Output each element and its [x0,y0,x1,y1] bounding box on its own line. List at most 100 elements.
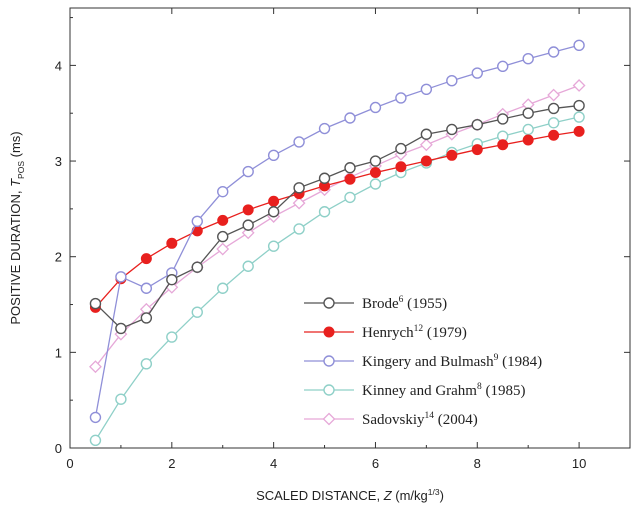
data-point-kingery-and-bulmash [293,136,305,148]
data-point-henrych [420,155,432,167]
x-axis-label-unit-close: ) [440,488,444,503]
data-point-henrych [217,214,229,226]
x-tick-label: 4 [270,456,277,471]
data-point-sadovskiy [572,79,586,92]
legend-item-sadovskiy: Sadovskiy14 (2004) [304,411,478,428]
data-point-henrych [522,134,534,146]
data-point-brode [115,322,127,335]
data-point-sadovskiy [292,196,306,210]
data-point-sadovskiy [89,360,102,374]
data-point-kingery-and-bulmash [573,39,585,52]
data-point-brode [89,297,102,310]
series-henrych [89,125,585,313]
legend-name: Henrych [362,325,414,341]
legend-label: Sadovskiy14 (2004) [362,411,478,428]
legend-year: (1985) [482,383,526,399]
legend-item-kingery-and-bulmash: Kingery and Bulmash9 (1984) [304,353,542,370]
data-point-brode [191,261,203,273]
y-tick-label: 1 [55,345,62,360]
legend-label: Kingery and Bulmash9 (1984) [362,353,542,370]
data-point-kingery-and-bulmash [497,60,509,73]
data-point-kingery-and-bulmash [217,185,229,198]
x-axis-label: SCALED DISTANCE, Z (m/kg1/3) [256,487,444,503]
series-brode [89,99,585,335]
y-tick-label: 3 [55,154,62,169]
data-point-kinney-and-grahm [140,358,153,370]
data-point-brode [293,182,305,194]
x-axis-label-prefix: SCALED DISTANCE, [256,488,384,503]
legend-name: Kingery and Bulmash [362,354,494,370]
data-point-brode [547,102,560,115]
data-point-kinney-and-grahm [318,206,331,218]
legend-marker [323,326,335,338]
legend-marker [323,384,335,396]
y-tick-label: 0 [55,441,62,456]
data-point-brode [497,113,509,125]
data-point-brode [267,206,280,218]
legend-marker [323,297,335,309]
x-tick-label: 6 [372,456,379,471]
y-axis-label-unit: (ms) [8,131,23,161]
data-point-brode [140,312,153,324]
x-axis-label-var: Z [383,488,393,503]
data-point-kingery-and-bulmash [395,92,407,104]
data-point-henrych [140,253,152,265]
data-point-kingery-and-bulmash [446,74,458,87]
data-point-henrych [268,195,280,207]
data-point-henrych [573,125,585,137]
legend-year: (1979) [423,325,467,341]
data-point-kinney-and-grahm [547,117,560,129]
data-point-brode [166,273,178,286]
data-point-kinney-and-grahm [89,434,102,447]
data-point-brode [242,219,254,231]
data-point-brode [217,230,229,243]
y-axis-label-sub: POS [16,161,26,179]
data-point-kingery-and-bulmash [242,165,254,178]
data-point-kingery-and-bulmash [522,52,534,65]
data-point-sadovskiy [547,88,561,102]
x-tick-label: 10 [572,456,586,471]
data-point-kinney-and-grahm [522,123,534,136]
legend-year: (2004) [434,412,478,428]
x-tick-label: 8 [474,456,481,471]
x-axis-label-unit: (m/kg [392,488,428,503]
data-point-kinney-and-grahm [166,331,178,343]
legend-year: (1955) [403,296,447,312]
data-point-henrych [344,173,356,185]
data-point-kinney-and-grahm [573,111,585,123]
data-point-brode [344,162,356,174]
legend-item-brode: Brode6 (1955) [304,295,447,312]
x-tick-label: 0 [66,456,73,471]
plot-frame [69,7,631,449]
series-line-sadovskiy [94,84,580,368]
data-point-kinney-and-grahm [191,306,203,318]
legend-name: Brode [362,296,399,312]
legend-name: Kinney and Grahm [362,383,477,399]
data-point-henrych [242,204,254,216]
legend-label: Kinney and Grahm8 (1985) [362,382,525,399]
data-point-kingery-and-bulmash [115,271,127,283]
data-point-sadovskiy [419,138,433,152]
data-point-kinney-and-grahm [344,191,356,204]
data-point-brode [471,118,483,131]
data-point-henrych [369,167,381,179]
data-point-kingery-and-bulmash [344,112,356,124]
x-axis-label-unit-sup: 1/3 [428,487,440,497]
legend-label: Brode6 (1955) [362,295,447,312]
legend-name: Sadovskiy [362,412,425,428]
data-point-kingery-and-bulmash [267,149,280,162]
data-point-kinney-and-grahm [267,240,280,252]
data-point-sadovskiy [216,242,230,256]
data-point-kingery-and-bulmash [471,67,483,79]
data-point-kinney-and-grahm [242,260,254,272]
y-tick-label: 2 [55,250,62,265]
data-point-henrych [395,161,407,173]
data-point-henrych [446,149,458,161]
data-point-kinney-and-grahm [217,282,229,294]
legend-ref: 6 [399,295,404,305]
data-point-brode [446,123,458,136]
legend-ref: 12 [414,324,424,334]
data-point-kingery-and-bulmash [140,282,153,294]
data-point-henrych [166,237,178,249]
